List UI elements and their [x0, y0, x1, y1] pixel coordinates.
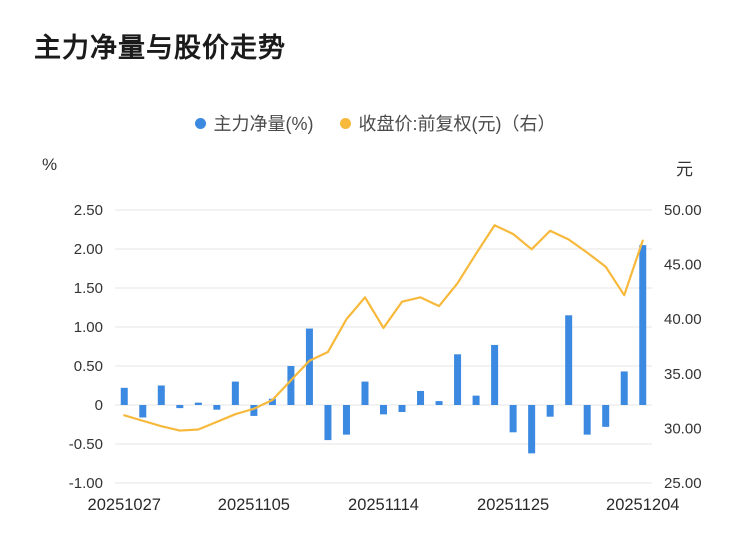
left-axis-tick: 1.50 — [74, 280, 103, 297]
price-line[interactable] — [123, 224, 644, 432]
right-axis-unit: 元 — [676, 160, 693, 179]
bar-20251126[interactable] — [528, 405, 536, 454]
left-axis-tick: 0.50 — [74, 358, 103, 375]
bar-20251028[interactable] — [139, 405, 147, 418]
x-axis-tick: 20251114 — [348, 496, 419, 514]
x-axis-tick: 20251105 — [218, 496, 290, 514]
right-axis-tick: 25.00 — [664, 475, 702, 492]
bar-20251121[interactable] — [472, 395, 480, 405]
legend-dot-line-icon — [339, 117, 351, 129]
bar-20251125[interactable] — [509, 405, 517, 433]
bar-20251201[interactable] — [583, 405, 591, 435]
left-axis-tick: -0.50 — [69, 436, 103, 453]
legend-label-bar: 主力净量(%) — [213, 114, 314, 134]
bar-20251124[interactable] — [491, 344, 499, 405]
bar-20251027[interactable] — [120, 387, 128, 405]
bar-20251128[interactable] — [565, 315, 573, 405]
bar-20251105[interactable] — [250, 405, 258, 416]
legend-dot-bar-icon — [194, 117, 206, 129]
left-axis-unit: % — [42, 155, 58, 174]
x-axis-tick: 20251027 — [88, 496, 161, 514]
bar-20251120[interactable] — [454, 354, 462, 405]
right-axis-tick: 30.00 — [664, 420, 702, 437]
bar-20251203[interactable] — [620, 371, 628, 405]
page-title: 主力净量与股价走势 — [34, 33, 286, 63]
left-axis-tick: -1.00 — [69, 475, 103, 492]
bar-20251119[interactable] — [435, 401, 443, 405]
bar-20251113[interactable] — [361, 381, 369, 405]
right-axis-tick: 35.00 — [664, 366, 702, 383]
bar-20251112[interactable] — [342, 405, 350, 435]
bar-20251029[interactable] — [157, 385, 165, 406]
bar-20251127[interactable] — [546, 405, 554, 417]
bar-20251118[interactable] — [417, 390, 425, 405]
right-axis-tick: 45.00 — [664, 257, 702, 274]
legend: 主力净量(%) 收盘价:前复权(元)（右） — [0, 110, 750, 136]
bar-20251106[interactable] — [268, 398, 276, 405]
legend-item-main-net-volume[interactable]: 主力净量(%) — [194, 110, 314, 136]
left-axis-tick: 1.00 — [74, 319, 103, 336]
bar-20251117[interactable] — [398, 405, 406, 413]
bar-20251107[interactable] — [287, 366, 295, 405]
legend-label-line: 收盘价:前复权(元)（右） — [358, 114, 556, 134]
bar-20251111[interactable] — [324, 405, 332, 441]
bar-20251204[interactable] — [639, 245, 647, 405]
bar-20251104[interactable] — [231, 381, 239, 405]
x-axis-tick: 20251204 — [606, 496, 679, 514]
left-axis-tick: 0 — [95, 397, 103, 414]
right-axis-tick: 40.00 — [664, 311, 702, 328]
bar-20251202[interactable] — [602, 405, 610, 427]
bar-20251031[interactable] — [194, 402, 202, 405]
bar-20251114[interactable] — [380, 405, 387, 415]
x-axis-tick: 20251125 — [477, 496, 549, 514]
bar-20251030[interactable] — [176, 405, 184, 409]
left-axis-tick: 2.50 — [74, 202, 103, 219]
legend-item-close-price[interactable]: 收盘价:前复权(元)（右） — [339, 110, 556, 136]
bar-20251110[interactable] — [305, 328, 313, 405]
right-axis-tick: 50.00 — [664, 202, 702, 219]
left-axis-tick: 2.00 — [74, 241, 103, 258]
bar-20251103[interactable] — [213, 405, 221, 410]
